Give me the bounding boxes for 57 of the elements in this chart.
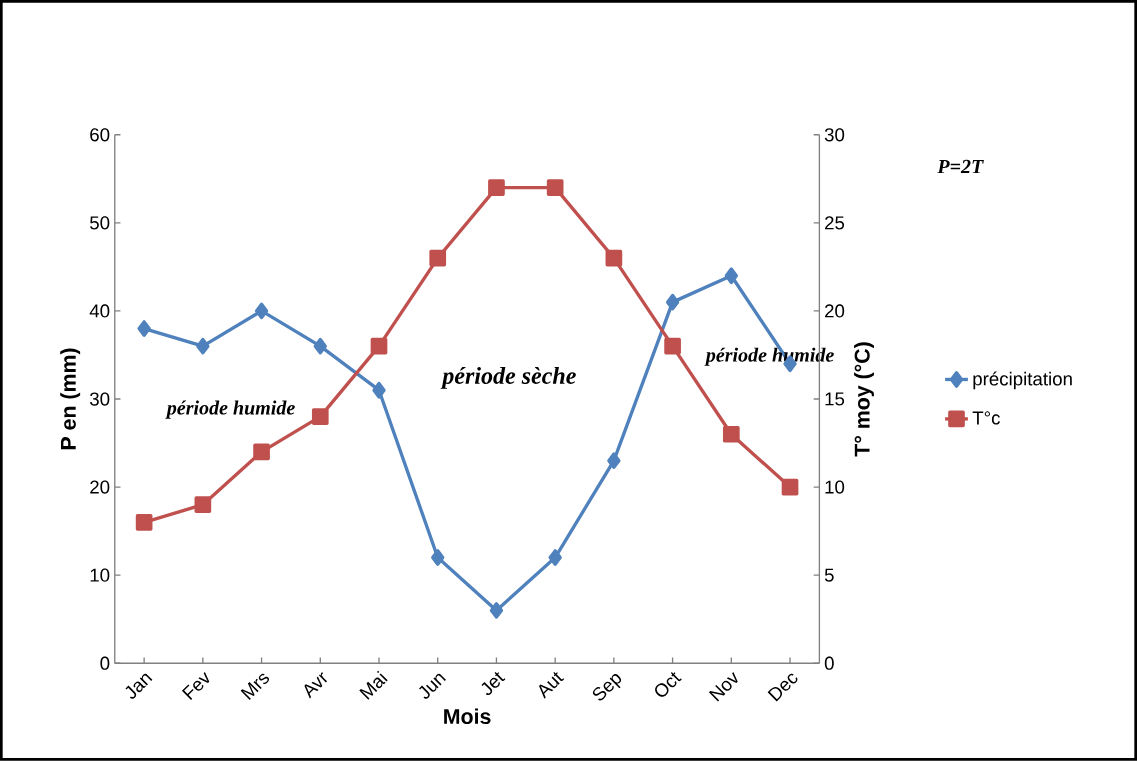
- y2-axis-title: T° moy (°C): [854, 342, 874, 457]
- point: [313, 337, 327, 355]
- point: [253, 443, 270, 461]
- x-tick-label: Nov: [708, 672, 738, 702]
- y2-tick-label: 30: [824, 128, 845, 142]
- point: [489, 602, 504, 619]
- point: [488, 179, 505, 197]
- point: [546, 179, 564, 197]
- point: [548, 549, 562, 567]
- x-tick-label: Avr: [304, 672, 328, 699]
- point: [254, 302, 269, 320]
- x-tick-label: Oct: [655, 672, 682, 697]
- point: [137, 320, 151, 338]
- point: [605, 249, 623, 267]
- annotation: période sèche: [440, 367, 576, 389]
- y-tick-label: 60: [90, 128, 110, 142]
- point: [724, 267, 738, 285]
- x-tick-label: Mrs: [240, 673, 270, 701]
- x-tick-label: Dec: [767, 673, 798, 702]
- point: [665, 293, 680, 311]
- legend-label: précipitation: [973, 371, 1072, 390]
- point: [196, 337, 210, 355]
- point: [722, 426, 740, 443]
- y2-tick-label: 0: [824, 656, 834, 671]
- y2-tick-label: 10: [825, 480, 845, 494]
- x-tick-label: Sep: [592, 674, 622, 701]
- point: [607, 452, 621, 470]
- x-tick-label: Jan: [125, 674, 153, 699]
- y2-tick-label: 5: [824, 568, 834, 582]
- annotation: période humide: [165, 400, 295, 419]
- x-tick-label: Mai: [359, 670, 388, 700]
- text: P=2T: [937, 160, 984, 174]
- point: [429, 249, 447, 267]
- point: [372, 382, 386, 399]
- point: [370, 337, 388, 355]
- y2-tick-label: 20: [825, 304, 845, 318]
- point: [781, 478, 799, 496]
- point: [431, 549, 445, 567]
- x-tick-label: Fev: [181, 672, 210, 701]
- x-tick-label: Jet: [481, 672, 506, 696]
- y-tick-label: 10: [90, 568, 110, 582]
- point: [664, 337, 681, 355]
- point: [311, 408, 329, 426]
- y-tick-label: 50: [90, 216, 110, 230]
- legend-label: T°c: [972, 411, 1000, 425]
- point: [194, 496, 212, 514]
- y2-tick-label: 15: [825, 392, 845, 406]
- point: [135, 514, 153, 531]
- x-axis-title: Mois: [444, 708, 491, 725]
- x-tick-label: Jun: [419, 674, 446, 699]
- x-tick-label: Aut: [539, 672, 565, 699]
- y2-tick-label: 25: [825, 216, 845, 230]
- y-tick-label: 30: [89, 392, 110, 406]
- y-axis-title: P en (mm): [60, 348, 81, 450]
- y-tick-label: 40: [89, 304, 110, 318]
- y-tick-label: 20: [90, 480, 110, 494]
- y-tick-label: 0: [100, 656, 110, 671]
